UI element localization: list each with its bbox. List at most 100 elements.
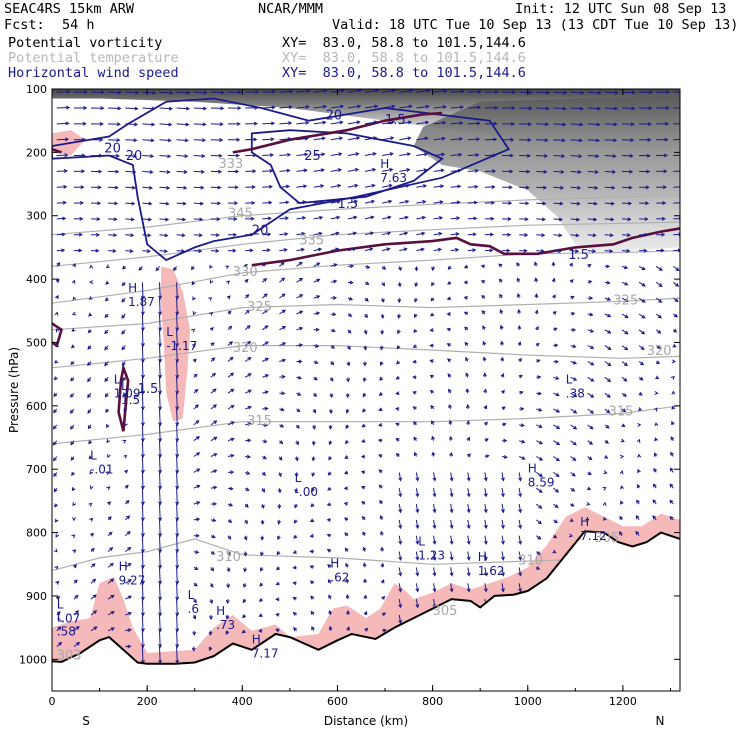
wind-vector-head bbox=[407, 120, 413, 125]
wind-vector-head bbox=[540, 248, 545, 253]
wind-vector-head bbox=[372, 167, 377, 172]
wind-vector-head bbox=[140, 501, 145, 506]
wind-vector-head bbox=[140, 311, 145, 316]
wind-vector-head bbox=[212, 404, 218, 409]
wind-vector-head bbox=[87, 378, 91, 383]
wind-vector-head bbox=[345, 593, 350, 599]
wind-vector bbox=[159, 329, 161, 347]
wind-vector bbox=[244, 373, 252, 378]
wind-vector-head bbox=[501, 477, 505, 482]
wind-vector bbox=[210, 388, 217, 394]
wind-vector-head bbox=[480, 264, 485, 269]
wind-vector-head bbox=[449, 452, 453, 457]
wind-vector-head bbox=[88, 440, 93, 445]
wind-vector-head bbox=[260, 567, 264, 572]
wind-vector-head bbox=[463, 311, 468, 316]
wind-vector bbox=[364, 200, 375, 204]
wind-vector-head bbox=[490, 200, 496, 205]
wind-vector-head bbox=[441, 152, 446, 157]
wind-vector-head bbox=[576, 201, 581, 206]
wind-vector-head bbox=[344, 455, 349, 459]
wind-vector-head bbox=[606, 264, 611, 269]
wind-vector bbox=[279, 326, 286, 331]
wind-vector-head bbox=[55, 533, 60, 538]
wind-vector-head bbox=[398, 524, 403, 530]
wind-vector bbox=[467, 217, 477, 220]
wind-vector-head bbox=[499, 340, 504, 345]
wind-vector bbox=[587, 170, 598, 173]
wind-vector bbox=[433, 472, 436, 481]
wind-vector bbox=[604, 376, 611, 382]
wind-vector bbox=[73, 626, 80, 632]
wind-vector-head bbox=[518, 524, 523, 530]
wind-vector-head bbox=[242, 614, 247, 619]
wind-vector-head bbox=[253, 121, 259, 126]
extremum-value: .62 bbox=[330, 570, 349, 584]
wind-vector-head bbox=[52, 425, 57, 430]
wind-vector-head bbox=[446, 327, 451, 332]
wind-vector-head bbox=[140, 358, 145, 364]
wind-vector-head bbox=[309, 549, 314, 554]
wind-vector bbox=[296, 310, 303, 315]
wind-vector-head bbox=[78, 248, 83, 253]
wind-vector-head bbox=[140, 596, 145, 601]
wind-vector-head bbox=[284, 232, 289, 237]
wind-vector-head bbox=[620, 438, 625, 443]
wind-vector-head bbox=[140, 406, 145, 411]
wind-vector-head bbox=[553, 534, 558, 539]
wind-vector-head bbox=[242, 583, 247, 588]
wind-vector-head bbox=[267, 216, 272, 221]
extremum-low-marker: L bbox=[295, 471, 302, 485]
wind-vector bbox=[313, 279, 320, 283]
wind-vector bbox=[141, 440, 144, 458]
wind-vector-head bbox=[227, 535, 232, 540]
wind-vector bbox=[107, 627, 115, 632]
wind-vector-head bbox=[267, 232, 272, 237]
wind-vector-head bbox=[88, 455, 93, 460]
wind-vector-head bbox=[639, 376, 644, 381]
wind-vector bbox=[159, 472, 161, 489]
wind-vector-head bbox=[304, 136, 309, 141]
wind-vector-head bbox=[463, 280, 468, 285]
wind-vector-head bbox=[126, 531, 131, 535]
wind-vector-head bbox=[426, 89, 431, 93]
wind-vector-head bbox=[654, 391, 659, 396]
wind-vector-head bbox=[247, 405, 252, 410]
wind-vector bbox=[604, 170, 616, 173]
wind-vector-head bbox=[54, 565, 59, 570]
wind-vector bbox=[536, 107, 549, 110]
wind-vector-head bbox=[100, 106, 105, 111]
wind-vector-head bbox=[480, 280, 485, 284]
wind-vector-head bbox=[404, 215, 409, 220]
wind-vector-head bbox=[348, 296, 354, 301]
wind-vector bbox=[501, 535, 504, 544]
wind-vector-head bbox=[377, 422, 383, 427]
wind-vector-head bbox=[518, 357, 522, 362]
wind-vector-head bbox=[328, 409, 333, 415]
wind-vector-head bbox=[315, 327, 320, 332]
wind-vector bbox=[570, 234, 579, 237]
wind-vector-head bbox=[236, 137, 241, 142]
wind-vector-head bbox=[332, 295, 338, 300]
wind-vector bbox=[536, 440, 543, 445]
axes-layer: 0 200 400 600 800 1000 12001002003004005006007… bbox=[19, 83, 680, 708]
wind-vector-head bbox=[292, 550, 297, 554]
wind-vector bbox=[73, 642, 80, 648]
wind-vector-head bbox=[209, 599, 214, 605]
wind-vector-head bbox=[311, 472, 316, 477]
wind-vector-head bbox=[327, 563, 332, 568]
wind-vector bbox=[142, 218, 152, 221]
wind-vector-head bbox=[373, 120, 378, 125]
wind-vector-head bbox=[208, 297, 213, 301]
wind-vector-head bbox=[110, 578, 115, 583]
wind-vector bbox=[159, 202, 169, 205]
wind-vector-head bbox=[562, 106, 567, 111]
wind-vector-head bbox=[398, 540, 403, 545]
wind-vector bbox=[330, 248, 339, 252]
wind-vector-head bbox=[484, 421, 488, 426]
wind-vector bbox=[313, 137, 325, 141]
wind-vector bbox=[604, 107, 618, 110]
wind-vector-head bbox=[630, 122, 635, 127]
wind-vector-head bbox=[343, 517, 349, 522]
wind-vector bbox=[141, 282, 144, 299]
